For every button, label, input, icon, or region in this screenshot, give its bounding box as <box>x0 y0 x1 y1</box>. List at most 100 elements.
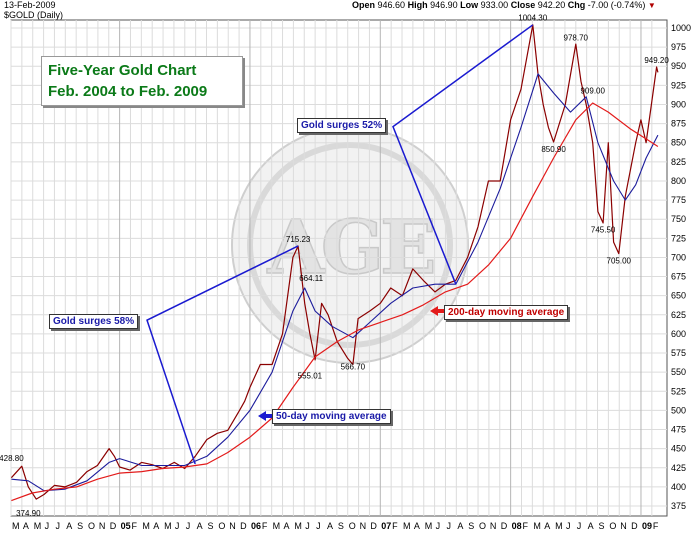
x-tick-label: J <box>186 521 191 531</box>
x-tick-label: O <box>88 521 95 531</box>
y-tick-label: 475 <box>671 425 686 435</box>
x-tick-label: A <box>457 521 463 531</box>
x-tick-label: J <box>45 521 50 531</box>
x-tick-label: O <box>349 521 356 531</box>
x-tick-label: J <box>55 521 60 531</box>
y-tick-label: 975 <box>671 42 686 52</box>
y-tick-label: 750 <box>671 214 686 224</box>
y-tick-label: 675 <box>671 272 686 282</box>
x-tick-label: S <box>468 521 474 531</box>
x-tick-label: S <box>208 521 214 531</box>
y-tick-label: 800 <box>671 176 686 186</box>
x-tick-label: N <box>229 521 236 531</box>
x-tick-label: O <box>218 521 225 531</box>
x-tick-label: A <box>544 521 550 531</box>
x-tick-label: N <box>360 521 367 531</box>
x-tick-label: A <box>66 521 72 531</box>
x-tick-label: A <box>327 521 333 531</box>
x-tick-label: D <box>631 521 638 531</box>
x-tick-label: N <box>490 521 497 531</box>
chg-label: Chg <box>567 0 586 10</box>
value-label: 745.50 <box>591 226 616 235</box>
x-tick-label: S <box>599 521 605 531</box>
trendline-surge-58 <box>146 245 299 465</box>
x-tick-label: F <box>262 521 268 531</box>
low-value: 933.00 <box>480 0 509 10</box>
x-tick-label: F <box>392 521 398 531</box>
x-tick-label: 06 <box>251 521 261 531</box>
y-tick-label: 625 <box>671 310 686 320</box>
x-tick-label: 05 <box>121 521 131 531</box>
y-tick-label: 775 <box>671 195 686 205</box>
x-tick-label: O <box>479 521 486 531</box>
close-value: 942.20 <box>537 0 566 10</box>
y-tick-label: 1000 <box>671 23 691 33</box>
y-tick-label: 400 <box>671 482 686 492</box>
value-label: 374.90 <box>16 509 41 518</box>
x-tick-label: N <box>620 521 627 531</box>
y-tick-label: 950 <box>671 61 686 71</box>
x-tick-label: J <box>577 521 582 531</box>
x-tick-label: J <box>566 521 571 531</box>
value-label: 715.23 <box>286 235 311 244</box>
value-label: 428.80 <box>0 454 24 463</box>
y-tick-label: 850 <box>671 138 686 148</box>
value-label: 705.00 <box>607 257 632 266</box>
close-label: Close <box>510 0 536 10</box>
y-tick-label: 600 <box>671 329 686 339</box>
open-value: 946.60 <box>377 0 406 10</box>
x-tick-label: J <box>175 521 180 531</box>
ma200-line <box>11 102 659 502</box>
chart-symbol: $GOLD (Daily) <box>4 10 64 20</box>
chart-subtitle: Feb. 2004 to Feb. 2009 <box>48 83 208 100</box>
y-tick-label: 575 <box>671 348 686 358</box>
x-tick-label: D <box>110 521 117 531</box>
x-tick-label: A <box>197 521 203 531</box>
x-tick-label: A <box>414 521 420 531</box>
x-tick-label: F <box>522 521 528 531</box>
x-tick-label: A <box>588 521 594 531</box>
y-tick-label: 700 <box>671 252 686 262</box>
value-label: 664.11 <box>299 274 323 283</box>
value-label: 566.70 <box>341 362 366 371</box>
value-label: 555.01 <box>298 371 323 380</box>
x-tick-label: 08 <box>512 521 522 531</box>
y-tick-label: 925 <box>671 80 686 90</box>
x-tick-label: 07 <box>381 521 391 531</box>
value-label: 1004.30 <box>518 14 547 23</box>
low-label: Low <box>460 0 479 10</box>
x-tick-label: M <box>425 521 433 531</box>
chart-date: 13-Feb-2009 <box>4 0 56 10</box>
x-tick-label: F <box>653 521 659 531</box>
x-tick-label: M <box>403 521 411 531</box>
x-tick-label: J <box>436 521 441 531</box>
y-tick-label: 900 <box>671 99 686 109</box>
x-tick-label: J <box>305 521 310 531</box>
trendline-surge-52 <box>392 24 534 285</box>
annotation-surge-52: Gold surges 52% <box>297 118 387 133</box>
chart-title: Five-Year Gold Chart <box>48 62 197 79</box>
x-tick-label: A <box>153 521 159 531</box>
y-tick-label: 650 <box>671 291 686 301</box>
x-tick-label: M <box>533 521 541 531</box>
y-tick-label: 875 <box>671 119 686 129</box>
value-label: 949.20 <box>644 56 669 65</box>
chart-title-box: Five-Year Gold Chart Feb. 2004 to Feb. 2… <box>41 56 243 106</box>
x-tick-label: O <box>609 521 616 531</box>
x-tick-label: 09 <box>642 521 652 531</box>
x-tick-label: M <box>273 521 281 531</box>
open-label: Open <box>352 0 376 10</box>
annotation-ma50: 50-day moving average <box>272 409 391 424</box>
annotation-ma200: 200-day moving average <box>444 305 569 320</box>
value-label: 909.00 <box>580 87 605 96</box>
x-tick-label: M <box>34 521 42 531</box>
ma50-arrow-icon <box>258 411 272 421</box>
x-tick-label: S <box>77 521 83 531</box>
x-tick-label: A <box>284 521 290 531</box>
chg-value: -7.00 (-0.74%) <box>587 0 646 10</box>
x-tick-label: M <box>12 521 20 531</box>
y-tick-label: 550 <box>671 367 686 377</box>
x-tick-label: D <box>240 521 247 531</box>
y-tick-label: 500 <box>671 405 686 415</box>
ma50-line <box>11 73 659 492</box>
